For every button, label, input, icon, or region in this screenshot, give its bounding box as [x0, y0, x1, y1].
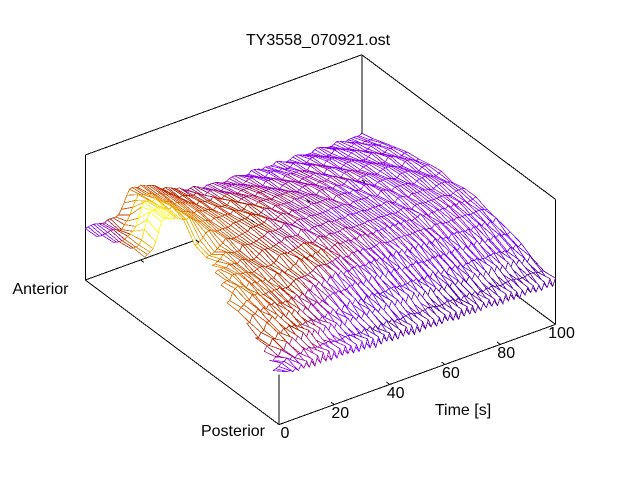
svg-text:80: 80 — [497, 345, 515, 362]
svg-text:20: 20 — [331, 405, 349, 422]
svg-text:40: 40 — [387, 385, 405, 402]
svg-text:Anterior: Anterior — [12, 281, 69, 298]
svg-text:60: 60 — [442, 365, 460, 382]
svg-text:0: 0 — [281, 425, 290, 442]
svg-text:100: 100 — [548, 325, 575, 342]
svg-text:Posterior: Posterior — [201, 423, 266, 440]
svg-text:Time [s]: Time [s] — [435, 402, 491, 419]
svg-text:TY3558_070921.ost: TY3558_070921.ost — [246, 32, 391, 49]
